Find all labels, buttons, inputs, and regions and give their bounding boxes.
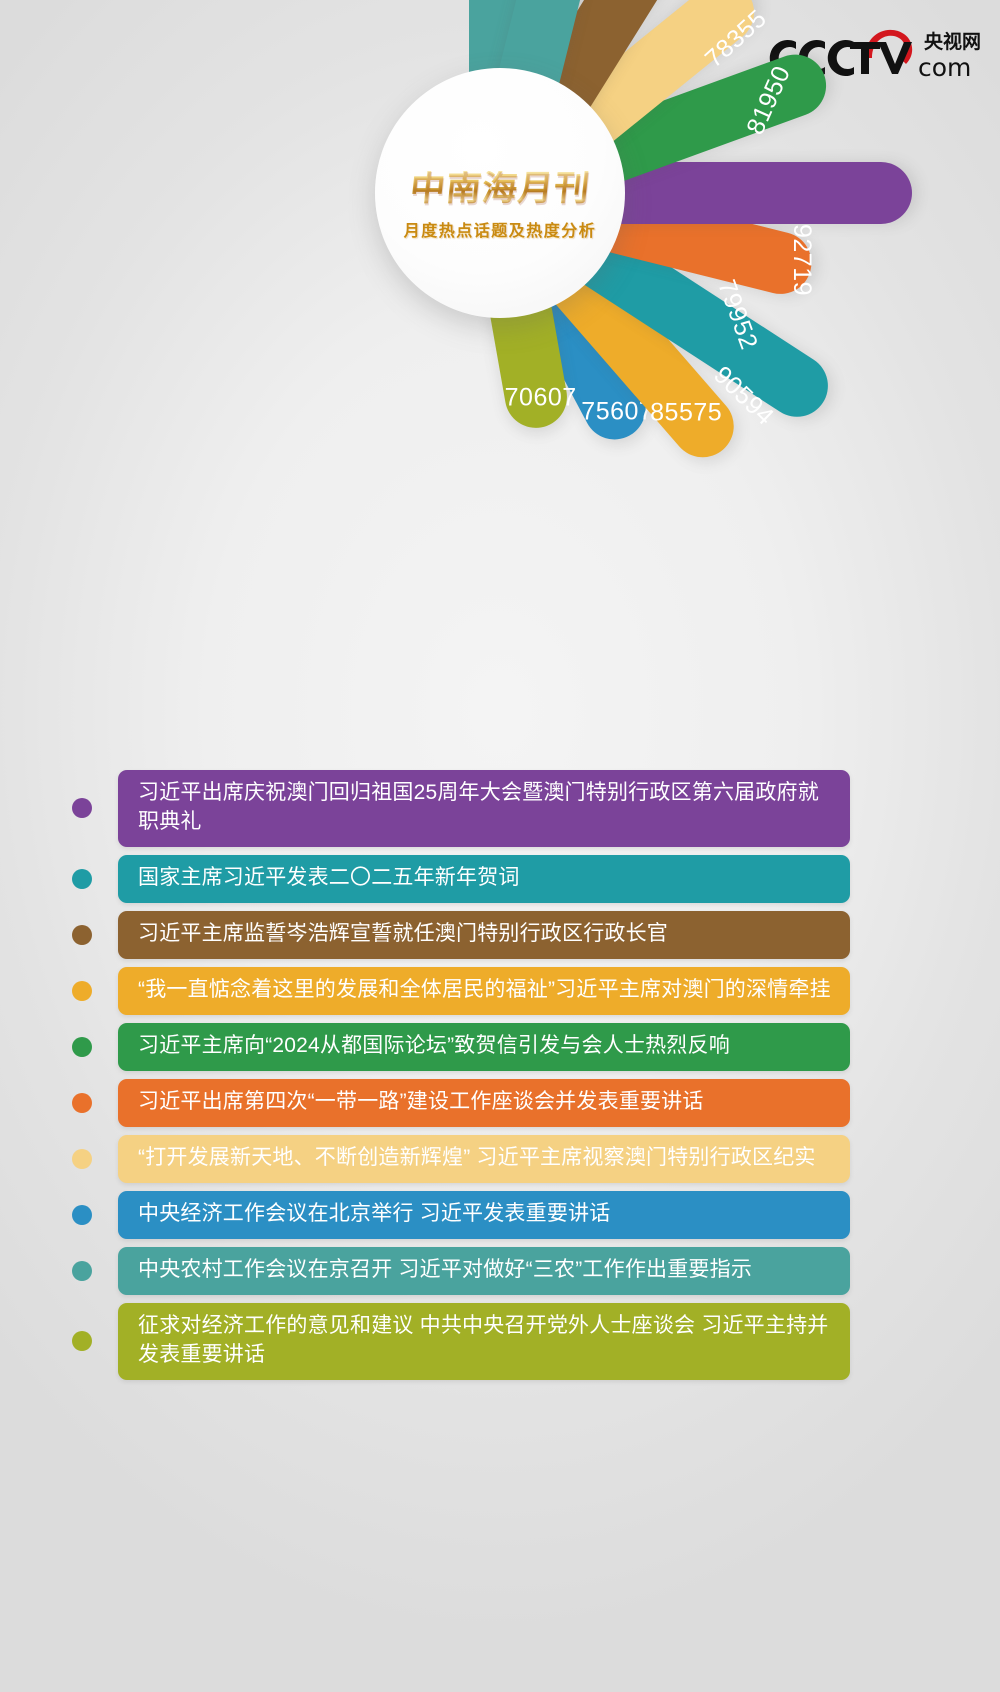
topic-label: “打开发展新天地、不断创造新辉煌” 习近平主席视察澳门特别行政区纪实: [138, 1145, 816, 1169]
topic-row[interactable]: 习近平出席第四次“一带一路”建设工作座谈会并发表重要讲话: [0, 1078, 1000, 1127]
topic-bar[interactable]: 习近平出席第四次“一带一路”建设工作座谈会并发表重要讲话: [118, 1078, 850, 1127]
topic-row[interactable]: 征求对经济工作的意见和建议 中共中央召开党外人士座谈会 习近平主持并发表重要讲话: [0, 1302, 1000, 1380]
topic-bullet-dot: [72, 868, 92, 889]
topic-row[interactable]: 中央经济工作会议在北京举行 习近平发表重要讲话: [0, 1190, 1000, 1239]
topic-bar[interactable]: 中央经济工作会议在北京举行 习近平发表重要讲话: [118, 1190, 850, 1239]
topic-label: “我一直惦念着这里的发展和全体居民的福祉”习近平主席对澳门的深情牵挂: [138, 977, 831, 1001]
topic-row[interactable]: 中央农村工作会议在京召开 习近平对做好“三农”工作作出重要指示: [0, 1246, 1000, 1295]
topic-label: 国家主席习近平发表二〇二五年新年贺词: [138, 865, 520, 889]
topic-row[interactable]: 国家主席习近平发表二〇二五年新年贺词: [0, 854, 1000, 903]
topic-row[interactable]: 习近平主席监誓岑浩辉宣誓就任澳门特别行政区行政长官: [0, 910, 1000, 959]
topic-bar[interactable]: 中央农村工作会议在京召开 习近平对做好“三农”工作作出重要指示: [118, 1246, 850, 1295]
topic-bar[interactable]: 习近平主席监誓岑浩辉宣誓就任澳门特别行政区行政长官: [118, 910, 850, 959]
topic-bar[interactable]: “我一直惦念着这里的发展和全体居民的福祉”习近平主席对澳门的深情牵挂: [118, 966, 850, 1015]
topic-bullet-dot: [72, 1036, 92, 1057]
topic-bullet-dot: [72, 980, 92, 1001]
topic-bullet-dot: [72, 1148, 92, 1169]
chart-hub: 中南海月刊 月度热点话题及热度分析: [375, 68, 625, 318]
topic-bullet-dot: [72, 1092, 92, 1113]
topic-list: 习近平出席庆祝澳门回归祖国25周年大会暨澳门特别行政区第六届政府就职典礼国家主席…: [0, 770, 1000, 1388]
topic-bar[interactable]: 国家主席习近平发表二〇二五年新年贺词: [118, 854, 850, 903]
topic-bullet-dot: [72, 1331, 92, 1352]
topic-row[interactable]: “我一直惦念着这里的发展和全体居民的福祉”习近平主席对澳门的深情牵挂: [0, 966, 1000, 1015]
topic-bar[interactable]: 习近平主席向“2024从都国际论坛”致贺信引发与会人士热烈反响: [118, 1022, 850, 1071]
topic-label: 习近平主席向“2024从都国际论坛”致贺信引发与会人士热烈反响: [138, 1033, 730, 1057]
topic-bar[interactable]: 习近平出席庆祝澳门回归祖国25周年大会暨澳门特别行政区第六届政府就职典礼: [118, 770, 850, 847]
topic-bullet-dot: [72, 798, 92, 819]
svg-text:com: com: [918, 53, 971, 82]
topic-row[interactable]: 习近平出席庆祝澳门回归祖国25周年大会暨澳门特别行政区第六届政府就职典礼: [0, 770, 1000, 847]
topic-bullet-dot: [72, 1260, 92, 1281]
topic-label: 习近平出席庆祝澳门回归祖国25周年大会暨澳门特别行政区第六届政府就职典礼: [138, 781, 819, 833]
topic-bullet-dot: [72, 1204, 92, 1225]
topic-label: 习近平主席监誓岑浩辉宣誓就任澳门特别行政区行政长官: [138, 921, 668, 945]
topic-label: 习近平出席第四次“一带一路”建设工作座谈会并发表重要讲话: [138, 1089, 704, 1113]
topic-bar[interactable]: 征求对经济工作的意见和建议 中共中央召开党外人士座谈会 习近平主持并发表重要讲话: [118, 1302, 850, 1380]
topic-row[interactable]: 习近平主席向“2024从都国际论坛”致贺信引发与会人士热烈反响: [0, 1022, 1000, 1071]
topic-label: 中央农村工作会议在京召开 习近平对做好“三农”工作作出重要指示: [138, 1257, 753, 1281]
flower-chart: 7560770607855759059479952927198195078355…: [0, 0, 1000, 760]
topic-row[interactable]: “打开发展新天地、不断创造新辉煌” 习近平主席视察澳门特别行政区纪实: [0, 1134, 1000, 1183]
svg-text:央视网: 央视网: [924, 30, 981, 53]
topic-label: 中央经济工作会议在北京举行 习近平发表重要讲话: [138, 1201, 611, 1225]
topic-bar[interactable]: “打开发展新天地、不断创造新辉煌” 习近平主席视察澳门特别行政区纪实: [118, 1134, 850, 1183]
chart-title: 中南海月刊: [407, 169, 593, 210]
topic-label: 征求对经济工作的意见和建议 中共中央召开党外人士座谈会 习近平主持并发表重要讲话: [138, 1313, 829, 1366]
topic-bullet-dot: [72, 924, 92, 945]
chart-subtitle: 月度热点话题及热度分析: [403, 220, 597, 240]
